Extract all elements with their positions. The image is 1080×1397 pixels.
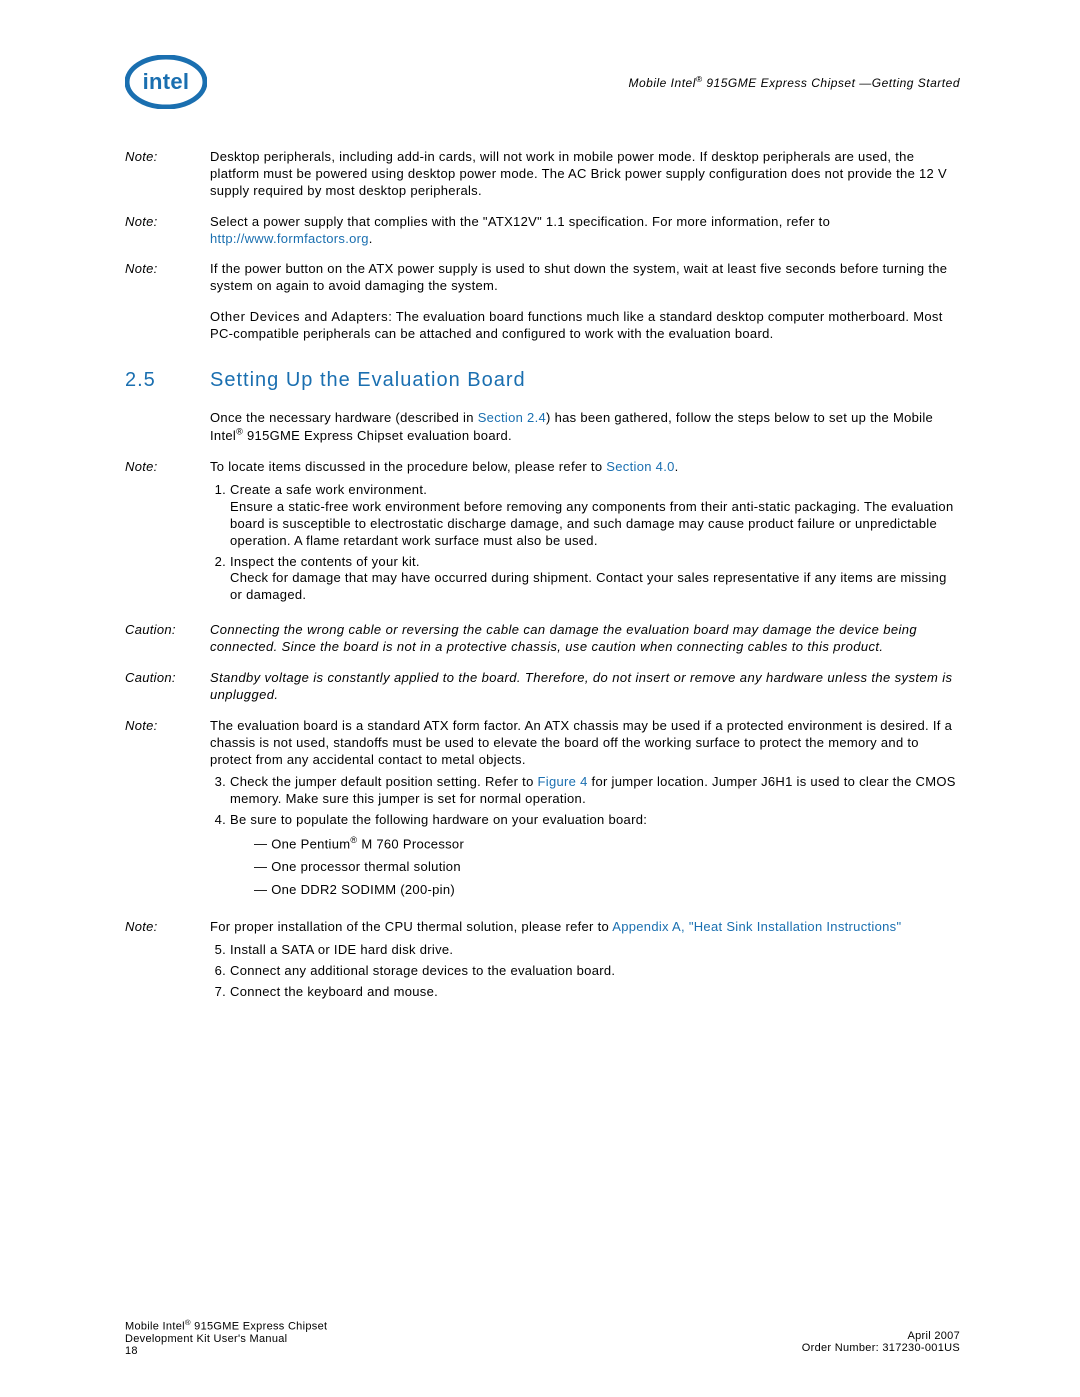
page-number: 18 bbox=[125, 1345, 327, 1357]
caution-label: Caution: bbox=[125, 670, 210, 704]
note-text: For proper installation of the CPU therm… bbox=[210, 919, 960, 1005]
list-item: One processor thermal solution bbox=[254, 859, 960, 876]
footer-line: Mobile Intel® 915GME Express Chipset bbox=[125, 1318, 327, 1333]
list-item: Create a safe work environment. Ensure a… bbox=[230, 482, 960, 550]
step-list: Install a SATA or IDE hard disk drive. C… bbox=[210, 942, 960, 1001]
note-text: To locate items discussed in the procedu… bbox=[210, 459, 960, 608]
section-number: 2.5 bbox=[125, 369, 210, 392]
empty-label bbox=[125, 410, 210, 445]
page-header: intel Mobile Intel® 915GME Express Chips… bbox=[125, 55, 960, 109]
note-block: Note: Select a power supply that complie… bbox=[125, 214, 960, 248]
footer-order-number: Order Number: 317230-001US bbox=[802, 1342, 960, 1354]
list-item: Inspect the contents of your kit. Check … bbox=[230, 554, 960, 605]
text-run: Create a safe work environment. bbox=[230, 482, 427, 497]
page-footer: Mobile Intel® 915GME Express Chipset Dev… bbox=[125, 1318, 960, 1357]
note-label: Note: bbox=[125, 459, 210, 608]
text-run: . bbox=[369, 231, 373, 246]
paragraph-text: Once the necessary hardware (described i… bbox=[210, 410, 960, 445]
bold-run: Other Devices and Adapters bbox=[210, 309, 388, 324]
text-run: Ensure a static-free work environment be… bbox=[230, 499, 953, 548]
note-label: Note: bbox=[125, 214, 210, 248]
svg-text:intel: intel bbox=[143, 69, 190, 94]
section-title: Setting Up the Evaluation Board bbox=[210, 369, 526, 392]
note-label: Note: bbox=[125, 149, 210, 200]
link-section-4-0[interactable]: Section 4.0 bbox=[606, 459, 674, 474]
page: intel Mobile Intel® 915GME Express Chips… bbox=[0, 0, 1080, 1397]
footer-left: Mobile Intel® 915GME Express Chipset Dev… bbox=[125, 1318, 327, 1357]
footer-right: April 2007 Order Number: 317230-001US bbox=[802, 1318, 960, 1357]
text-run: To locate items discussed in the procedu… bbox=[210, 459, 606, 474]
caution-label: Caution: bbox=[125, 622, 210, 656]
footer-date: April 2007 bbox=[802, 1330, 960, 1342]
sub-list: One Pentium® M 760 Processor One process… bbox=[230, 835, 960, 899]
caution-text: Standby voltage is constantly applied to… bbox=[210, 670, 960, 704]
note-label: Note: bbox=[125, 261, 210, 295]
intel-logo: intel bbox=[125, 55, 207, 109]
note-block: Note: To locate items discussed in the p… bbox=[125, 459, 960, 608]
list-item: Connect any additional storage devices t… bbox=[230, 963, 960, 980]
note-block: Note: For proper installation of the CPU… bbox=[125, 919, 960, 1005]
footer-line: Development Kit User's Manual bbox=[125, 1333, 327, 1345]
empty-label bbox=[125, 309, 210, 343]
text-run: For proper installation of the CPU therm… bbox=[210, 919, 612, 934]
text-run: Select a power supply that complies with… bbox=[210, 214, 830, 229]
note-text: Select a power supply that complies with… bbox=[210, 214, 960, 248]
paragraph-block: Other Devices and Adapters: The evaluati… bbox=[125, 309, 960, 343]
text-run: Once the necessary hardware (described i… bbox=[210, 410, 478, 425]
list-item: Connect the keyboard and mouse. bbox=[230, 984, 960, 1001]
link-figure-4[interactable]: Figure 4 bbox=[538, 774, 588, 789]
step-list: Check the jumper default position settin… bbox=[210, 774, 960, 899]
note-block: Note: The evaluation board is a standard… bbox=[125, 718, 960, 905]
text-run: Be sure to populate the following hardwa… bbox=[230, 812, 647, 827]
footer-line bbox=[802, 1318, 960, 1330]
note-label: Note: bbox=[125, 718, 210, 905]
step-list: Create a safe work environment. Ensure a… bbox=[210, 482, 960, 604]
caution-text: Connecting the wrong cable or reversing … bbox=[210, 622, 960, 656]
link-section-2-4[interactable]: Section 2.4 bbox=[478, 410, 546, 425]
paragraph-block: Once the necessary hardware (described i… bbox=[125, 410, 960, 445]
list-item: Install a SATA or IDE hard disk drive. bbox=[230, 942, 960, 959]
link-formfactors[interactable]: http://www.formfactors.org bbox=[210, 231, 369, 246]
text-run: The evaluation board is a standard ATX f… bbox=[210, 718, 952, 767]
text-run: Inspect the contents of your kit. bbox=[230, 554, 420, 569]
header-title: Mobile Intel® 915GME Express Chipset —Ge… bbox=[629, 74, 961, 90]
list-item: One DDR2 SODIMM (200-pin) bbox=[254, 882, 960, 899]
list-item: One Pentium® M 760 Processor bbox=[254, 835, 960, 853]
list-item: Be sure to populate the following hardwa… bbox=[230, 812, 960, 899]
section-heading: 2.5 Setting Up the Evaluation Board bbox=[125, 369, 960, 392]
text-run: Check for damage that may have occurred … bbox=[230, 570, 947, 602]
note-block: Note: Desktop peripherals, including add… bbox=[125, 149, 960, 200]
caution-block: Caution: Connecting the wrong cable or r… bbox=[125, 622, 960, 656]
link-appendix-a[interactable]: Appendix A, "Heat Sink Installation Inst… bbox=[612, 919, 901, 934]
text-run: . bbox=[675, 459, 679, 474]
caution-block: Caution: Standby voltage is constantly a… bbox=[125, 670, 960, 704]
list-item: Check the jumper default position settin… bbox=[230, 774, 960, 808]
note-text: If the power button on the ATX power sup… bbox=[210, 261, 960, 295]
note-text: Desktop peripherals, including add-in ca… bbox=[210, 149, 960, 200]
text-run: Check the jumper default position settin… bbox=[230, 774, 538, 789]
paragraph-text: Other Devices and Adapters: The evaluati… bbox=[210, 309, 960, 343]
note-text: The evaluation board is a standard ATX f… bbox=[210, 718, 960, 905]
note-block: Note: If the power button on the ATX pow… bbox=[125, 261, 960, 295]
note-label: Note: bbox=[125, 919, 210, 1005]
